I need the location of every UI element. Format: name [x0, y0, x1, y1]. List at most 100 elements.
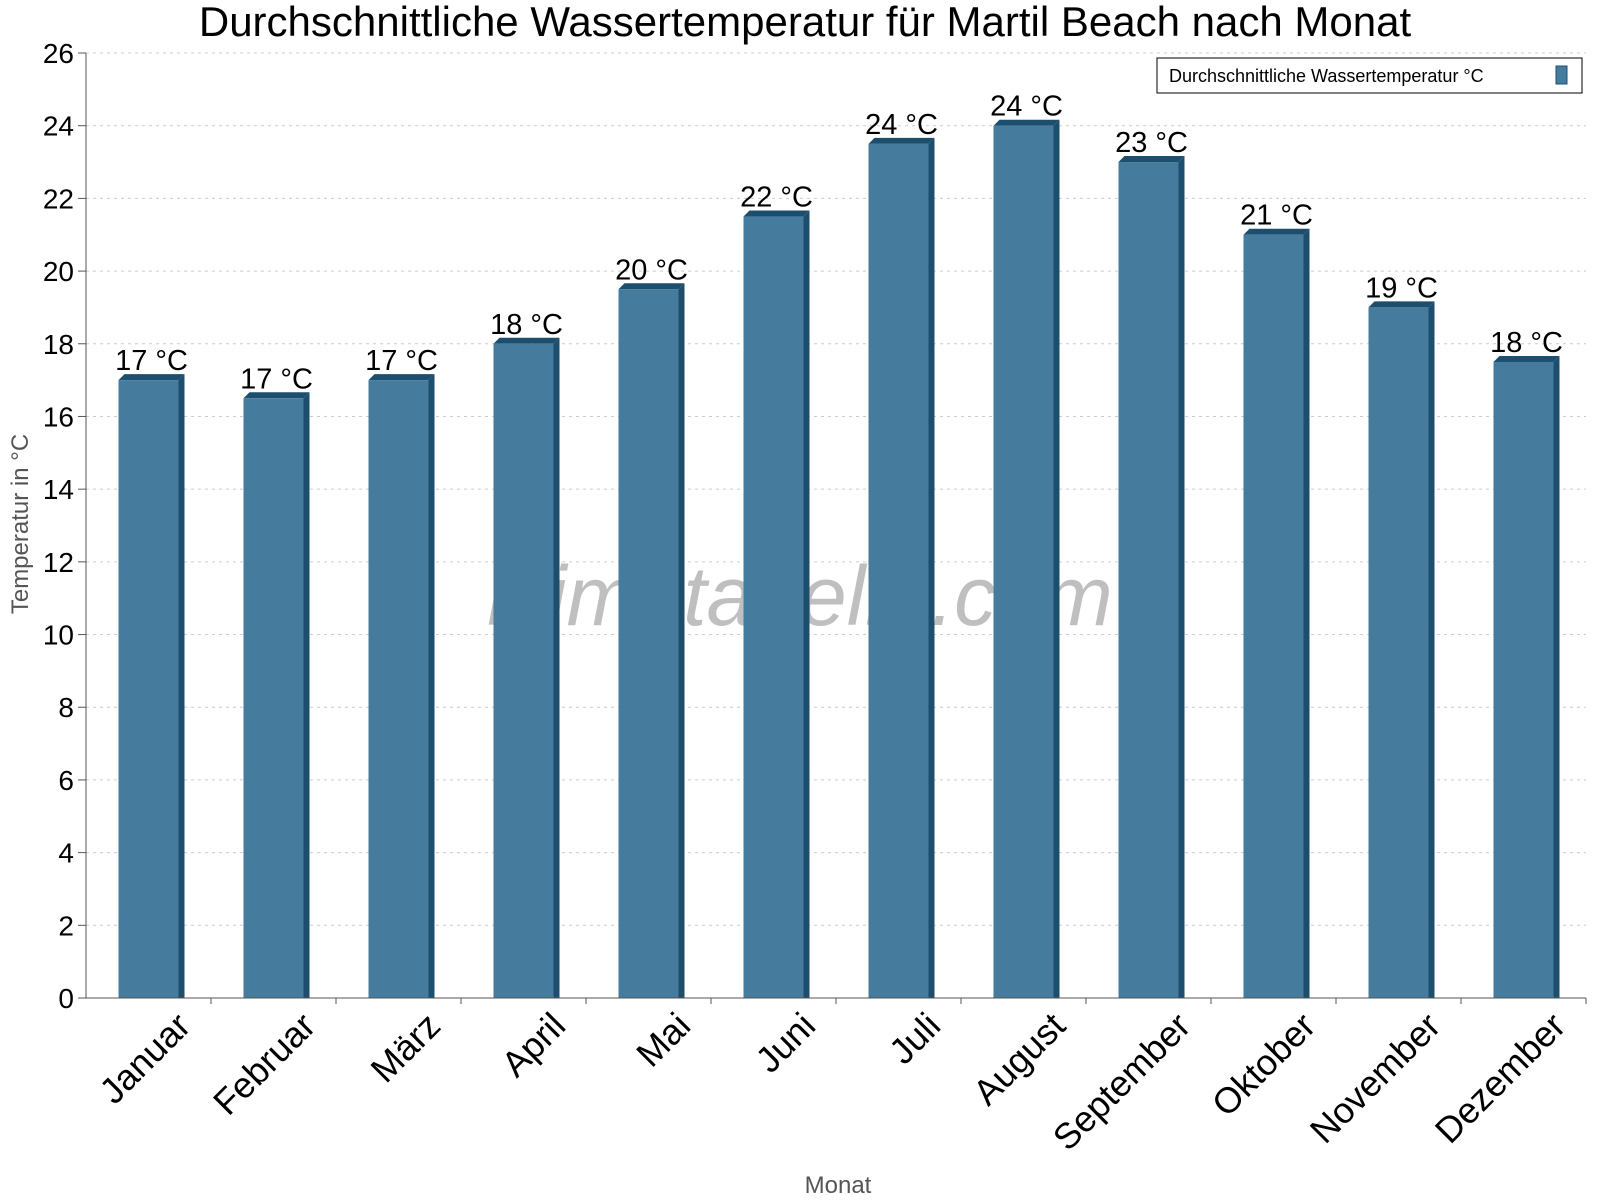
x-tick-label: April: [493, 1005, 573, 1085]
bar-top: [743, 210, 810, 217]
data-label: 22 °C: [740, 182, 813, 214]
bar-top: [493, 337, 560, 344]
bar-front: [118, 380, 179, 999]
bar-side: [678, 283, 685, 998]
bar-front: [1368, 307, 1429, 998]
x-tick-label: Oktober: [1204, 1005, 1324, 1125]
bar-3: [368, 374, 435, 999]
x-tick-label: Juni: [747, 1005, 823, 1081]
y-tick-label: 18: [43, 329, 74, 360]
x-tick-label: Mai: [628, 1005, 698, 1075]
bar-side: [1303, 228, 1310, 998]
bar-top: [1368, 301, 1435, 308]
data-label: 17 °C: [115, 345, 188, 377]
bar-front: [618, 289, 679, 998]
bar-side: [928, 137, 935, 999]
bar-front: [743, 216, 804, 999]
x-tick-label: März: [363, 1005, 449, 1091]
bar-front: [493, 343, 554, 998]
y-tick-label: 20: [43, 256, 74, 287]
y-tick-label: 2: [58, 910, 74, 941]
data-label: 19 °C: [1365, 272, 1438, 304]
legend-box: [1156, 57, 1583, 94]
bar-top: [118, 374, 185, 381]
bar-side: [1053, 119, 1060, 998]
bar-top: [1493, 355, 1560, 362]
axes: [78, 52, 1587, 1004]
bar-side: [1428, 301, 1435, 998]
bar-2: [243, 392, 310, 998]
bar-top: [993, 119, 1060, 126]
data-label: 24 °C: [990, 91, 1063, 123]
y-tick-label: 12: [43, 547, 74, 578]
bar-top: [868, 137, 935, 144]
bar-front: [243, 398, 304, 998]
y-tick-label: 22: [43, 183, 74, 214]
bar-front: [1243, 234, 1304, 998]
data-label: 17 °C: [240, 363, 313, 395]
bar-side: [303, 392, 310, 998]
bar-top: [243, 392, 310, 399]
bars-layer: [118, 119, 1560, 999]
x-axis-label: Monat: [805, 1172, 872, 1199]
data-label: 21 °C: [1240, 200, 1313, 232]
y-tick-label: 4: [58, 838, 74, 869]
x-tick-labels: Januar Februar März April Mai Juni Juli AugustS…: [91, 1005, 1573, 1159]
bar-6: [743, 210, 810, 999]
legend-swatch: [1555, 65, 1568, 85]
data-label: 18 °C: [490, 309, 563, 341]
y-tick-label: 26: [43, 38, 74, 69]
bar-top: [368, 374, 435, 381]
grid-lines: [86, 52, 1586, 926]
x-tick-label: Januar: [91, 1005, 198, 1112]
data-labels: 17 °C 17 °C 17 °C 18 °C 20 °C 22 °C 24 °C 24 °C…: [115, 91, 1563, 396]
bar-10: [1243, 228, 1310, 998]
x-tick-label: Juli: [881, 1005, 948, 1072]
bar-side: [553, 337, 560, 998]
bar-side: [1178, 156, 1185, 999]
y-tick-label: 10: [43, 620, 74, 651]
bar-side: [803, 210, 810, 999]
legend: Durchschnittliche Wassertemperatur °C: [1156, 57, 1583, 94]
data-label: 23 °C: [1115, 127, 1188, 159]
chart-title: Durchschnittliche Wassertemperatur für M…: [199, 0, 1412, 45]
x-tick-label: November: [1302, 1005, 1448, 1151]
bar-12: [1493, 355, 1560, 998]
bar-front: [368, 380, 429, 999]
bar-side: [1553, 355, 1560, 998]
y-tick-label: 16: [43, 401, 74, 432]
y-tick-label: 6: [58, 765, 74, 796]
bar-top: [1243, 228, 1310, 235]
y-tick-label: 0: [58, 983, 74, 1014]
data-label: 24 °C: [865, 109, 938, 141]
bar-front: [1118, 162, 1179, 999]
bar-4: [493, 337, 560, 998]
bar-1: [118, 374, 185, 999]
bar-11: [1368, 301, 1435, 998]
x-tick-label: September: [1045, 1005, 1199, 1159]
y-tick-label: 14: [43, 474, 74, 505]
x-tick-label: Dezember: [1427, 1005, 1573, 1151]
bar-9: [1118, 156, 1185, 999]
y-axis-label: Temperatur in °C: [7, 434, 34, 614]
bar-front: [868, 143, 929, 999]
bar-8: [993, 119, 1060, 998]
data-label: 18 °C: [1490, 327, 1563, 359]
data-label: 17 °C: [365, 345, 438, 377]
bar-top: [1118, 156, 1185, 163]
bar-front: [1493, 361, 1554, 998]
data-label: 20 °C: [615, 254, 688, 286]
bar-5: [618, 283, 685, 998]
bar-top: [618, 283, 685, 290]
bar-front: [993, 125, 1054, 998]
x-tick-label: Februar: [205, 1005, 323, 1123]
bar-7: [868, 137, 935, 999]
y-tick-label: 8: [58, 692, 74, 723]
x-tick-label: August: [965, 1005, 1073, 1113]
y-tick-label: 24: [43, 111, 74, 142]
legend-label: Durchschnittliche Wassertemperatur °C: [1169, 66, 1484, 86]
bar-side: [428, 374, 435, 999]
